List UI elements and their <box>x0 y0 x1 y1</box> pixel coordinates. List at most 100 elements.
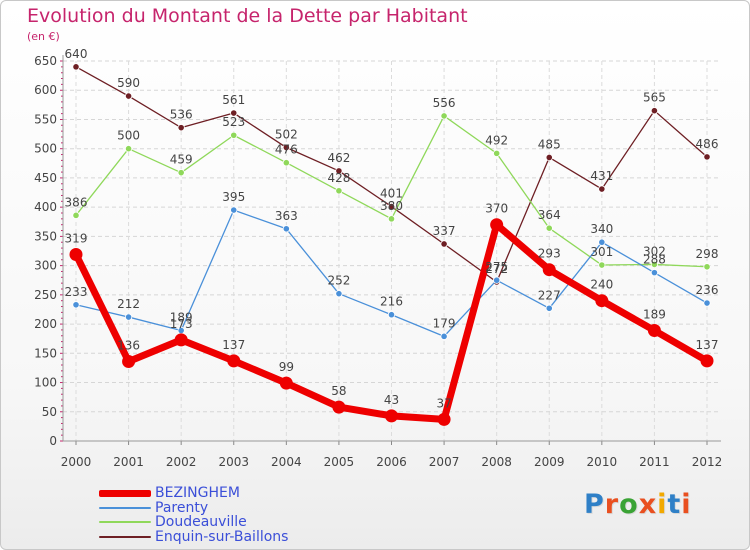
data-point <box>387 202 396 211</box>
x-tick-label: 2012 <box>692 455 723 469</box>
x-tick-label: 2008 <box>481 455 512 469</box>
logo-letter: r <box>604 489 620 520</box>
y-tick-label: 150 <box>34 346 57 360</box>
data-label: 252 <box>327 274 350 288</box>
y-tick-label: 400 <box>34 200 57 214</box>
proxiti-logo: Proxiti <box>584 489 692 520</box>
data-label: 136 <box>117 338 140 352</box>
data-labels: 640 590 536 561 502 462 401 337 272 485 431 565 486 3… <box>65 47 719 411</box>
legend-item: Parenty <box>99 500 288 516</box>
x-tick-label: 2001 <box>113 455 144 469</box>
data-point <box>440 112 448 120</box>
data-label: 459 <box>170 153 193 167</box>
y-tick-label: 500 <box>34 142 57 156</box>
data-label: 363 <box>275 209 298 223</box>
legend-swatch <box>99 489 151 497</box>
data-label: 337 <box>433 224 456 238</box>
data-point <box>230 131 238 139</box>
x-tick-label: 2006 <box>376 455 407 469</box>
data-label: 561 <box>222 93 245 107</box>
data-label: 298 <box>696 247 719 261</box>
data-point <box>387 311 396 319</box>
data-point <box>595 294 609 308</box>
data-label: 565 <box>643 91 666 105</box>
data-point <box>177 124 185 132</box>
data-label: 189 <box>170 311 193 325</box>
data-label: 236 <box>696 283 719 297</box>
data-label: 500 <box>117 129 140 143</box>
data-point <box>335 187 343 195</box>
data-label: 502 <box>275 128 298 142</box>
data-label: 216 <box>380 295 403 309</box>
y-tick-label: 300 <box>34 259 57 273</box>
data-label: 401 <box>380 187 403 201</box>
data-point <box>279 376 293 390</box>
y-tick-label: 0 <box>49 434 57 448</box>
data-label: 189 <box>643 308 666 322</box>
data-label: 227 <box>538 288 561 302</box>
data-point <box>440 332 448 340</box>
data-label: 556 <box>433 96 456 110</box>
legend-label: Enquin-sur-Baillons <box>155 528 289 545</box>
x-tick-label: 2002 <box>166 455 197 469</box>
y-tick-label: 600 <box>34 83 57 97</box>
data-point <box>703 299 711 307</box>
data-label: 319 <box>65 232 88 246</box>
data-label: 386 <box>65 195 88 209</box>
data-label: 233 <box>65 285 88 299</box>
data-label: 428 <box>327 171 350 185</box>
data-point <box>647 324 661 338</box>
data-label: 431 <box>590 169 613 183</box>
data-label: 288 <box>643 253 666 267</box>
logo-letter: i <box>657 489 668 520</box>
data-point <box>598 261 606 269</box>
chart-title: Evolution du Montant de la Dette par Hab… <box>27 5 468 27</box>
data-point <box>282 143 290 152</box>
data-label: 212 <box>117 297 140 311</box>
legend-label: Doudeauville <box>155 514 247 531</box>
data-point <box>545 224 553 232</box>
data-point <box>177 169 185 177</box>
axes: 0 50 100 150 200 250 300 350 400 450 500 550 600 650 2… <box>34 54 722 469</box>
data-point <box>493 149 501 157</box>
legend-swatch <box>99 535 151 538</box>
data-point <box>230 109 238 117</box>
data-point <box>493 276 501 284</box>
data-label: 37 <box>436 396 451 410</box>
data-point <box>650 260 659 269</box>
legend-item: Doudeauville <box>99 514 288 531</box>
legend-swatch <box>99 506 151 509</box>
data-point <box>335 290 343 298</box>
x-tick-label: 2009 <box>534 455 565 469</box>
data-point <box>387 215 396 223</box>
y-tick-label: 200 <box>34 317 57 331</box>
data-label: 240 <box>590 278 613 292</box>
y-tick-label: 100 <box>34 376 57 390</box>
data-label: 364 <box>538 208 561 222</box>
series-lines <box>69 63 714 426</box>
data-point <box>230 206 238 214</box>
data-point <box>282 225 290 233</box>
x-tick-label: 2011 <box>639 455 670 469</box>
data-point <box>650 107 659 115</box>
data-point <box>440 240 448 248</box>
data-label: 395 <box>222 190 245 204</box>
data-point <box>122 354 136 368</box>
x-tick-label: 2000 <box>61 455 92 469</box>
data-label: 462 <box>327 151 350 165</box>
data-point <box>437 412 451 426</box>
y-tick-label: 650 <box>34 54 57 68</box>
data-label: 370 <box>485 202 508 216</box>
data-point <box>598 185 606 193</box>
data-label: 640 <box>65 47 88 61</box>
legend: BEZINGHEM Parenty Doudeauville Enquin-sur-B… <box>99 485 289 545</box>
x-tick-label: 2003 <box>218 455 249 469</box>
data-label: 293 <box>538 247 561 261</box>
x-tick-label: 2007 <box>429 455 460 469</box>
data-point <box>332 400 346 414</box>
data-label: 536 <box>170 108 193 122</box>
y-tick-label: 550 <box>34 112 57 126</box>
data-label: 523 <box>222 115 245 129</box>
data-label: 590 <box>117 76 140 90</box>
